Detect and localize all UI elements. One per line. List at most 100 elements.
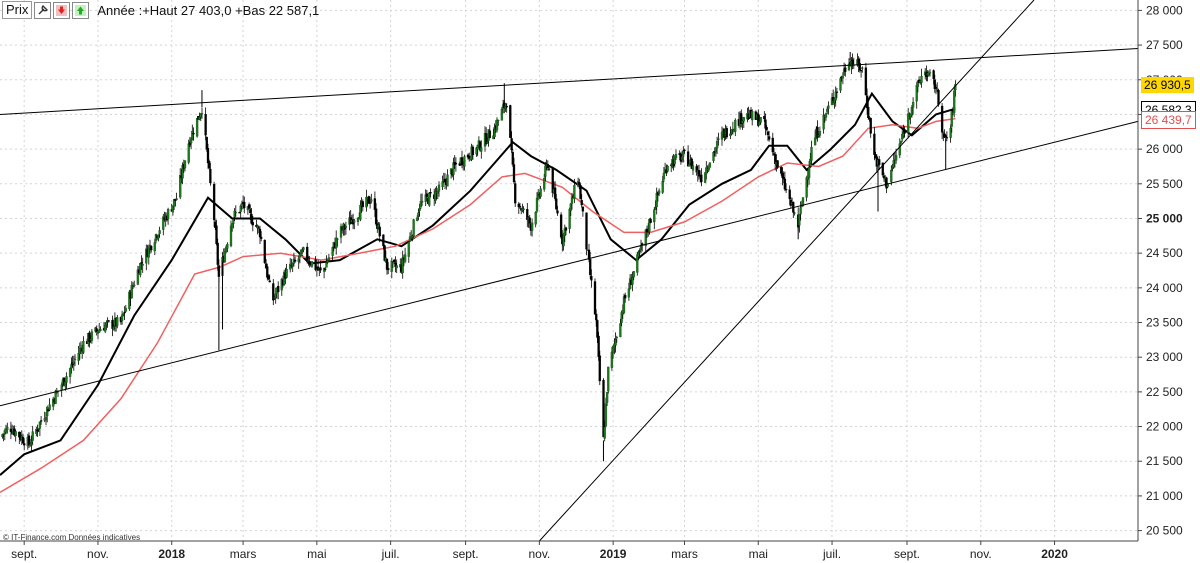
candle-up — [239, 205, 242, 212]
y-tick-label: 21 500 — [1146, 454, 1183, 468]
candle-up — [742, 117, 745, 122]
candle-down — [316, 266, 320, 271]
candle-down — [581, 206, 585, 212]
data-credit: © IT-Finance.com Données indicatives — [3, 533, 141, 542]
candle-up — [96, 332, 100, 334]
candle-down — [624, 295, 627, 299]
candle-down — [293, 259, 297, 262]
candle-down — [488, 130, 491, 139]
candle-down — [765, 127, 768, 130]
candle-down — [932, 70, 935, 79]
candle-up — [78, 348, 81, 354]
candle-down — [361, 201, 364, 208]
candle-up — [166, 209, 170, 220]
candle-down — [468, 155, 471, 159]
candle-up — [14, 431, 17, 436]
candle-down — [272, 283, 275, 301]
candle-up — [657, 190, 661, 194]
candle-down — [247, 204, 251, 209]
candle-up — [799, 207, 802, 215]
candle-down — [858, 63, 861, 71]
candle-down — [851, 59, 854, 65]
candle-up — [680, 156, 684, 161]
candle-down — [192, 132, 195, 135]
candle-up — [522, 208, 525, 211]
candle-up — [302, 247, 305, 250]
candle-up — [827, 105, 830, 109]
candle-down — [217, 265, 221, 277]
wrench-icon[interactable] — [34, 1, 52, 19]
candle-down — [258, 228, 262, 238]
candle-down — [204, 114, 207, 136]
candle-down — [385, 258, 389, 270]
candle-up — [77, 353, 80, 361]
arrow-down-icon[interactable] — [53, 1, 71, 19]
candle-down — [9, 428, 13, 432]
candle-down — [526, 209, 529, 220]
candle-down — [816, 127, 819, 138]
candle-down — [783, 178, 787, 190]
candle-up — [953, 90, 956, 113]
ma-black-line — [0, 91, 956, 476]
candle-up — [428, 192, 431, 206]
candle-up — [1, 434, 4, 437]
candle-up — [826, 108, 829, 112]
arrow-up-icon[interactable] — [72, 1, 90, 19]
candle-up — [141, 264, 144, 266]
candle-up — [407, 242, 410, 257]
candle-up — [899, 140, 903, 144]
candle-up — [653, 209, 656, 223]
candle-down — [21, 437, 25, 444]
candle-up — [331, 247, 334, 256]
candle-down — [547, 168, 551, 170]
candle-up — [158, 230, 161, 234]
candle-up — [644, 229, 647, 247]
candle-up — [327, 257, 331, 261]
candle-up — [805, 177, 808, 198]
candle-down — [95, 328, 98, 332]
candle-down — [638, 250, 641, 252]
x-tick-label: 2019 — [600, 547, 627, 561]
year-high-low-summary: Année :+Haut 27 403,0 +Bas 22 587,1 — [97, 2, 320, 18]
candle-down — [556, 210, 559, 214]
candle-up — [285, 269, 288, 278]
y-tick-label: 24 500 — [1146, 246, 1183, 260]
y-tick-label: 24 000 — [1146, 281, 1183, 295]
candle-up — [894, 155, 898, 161]
candle-up — [73, 358, 77, 360]
candle-up — [632, 271, 635, 278]
candle-up — [910, 107, 914, 116]
candle-up — [231, 223, 234, 228]
candle-up — [915, 85, 918, 102]
candle-up — [463, 156, 466, 167]
y-tick-label: 23 500 — [1146, 316, 1183, 330]
candle-down — [528, 217, 531, 224]
candle-up — [31, 431, 34, 441]
candle-down — [208, 161, 211, 169]
candle-up — [928, 72, 932, 74]
candle-up — [233, 210, 236, 218]
candle-down — [263, 240, 266, 263]
x-tick-label: 2020 — [1041, 547, 1068, 561]
candle-up — [824, 113, 828, 118]
candle-up — [116, 317, 119, 326]
candle-up — [30, 441, 33, 444]
candle-up — [839, 78, 842, 91]
candle-down — [257, 227, 260, 229]
candle-down — [471, 146, 475, 156]
candle-up — [191, 130, 194, 140]
candle-down — [268, 280, 271, 283]
candle-up — [441, 181, 444, 188]
trendline-lower — [0, 120, 1139, 407]
candle-up — [46, 407, 49, 417]
candle-down — [686, 151, 690, 167]
candle-up — [834, 91, 837, 101]
price-mode-button[interactable]: Prix — [2, 1, 33, 19]
candle-up — [359, 205, 362, 220]
candle-up — [655, 193, 658, 208]
candle-down — [683, 149, 686, 152]
candle-up — [44, 417, 48, 421]
candle-up — [569, 203, 572, 211]
candle-up — [183, 160, 187, 169]
